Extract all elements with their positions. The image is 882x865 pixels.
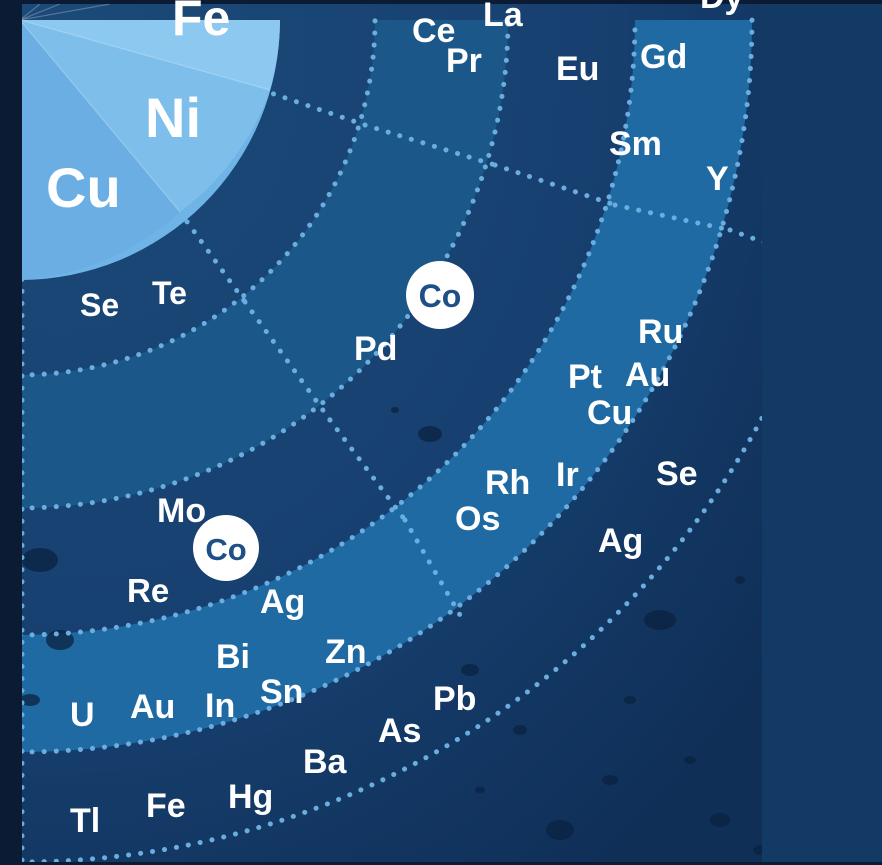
label-zn: Zn [325,633,367,671]
right-strip [762,4,882,862]
label-pt: Pt [568,358,602,396]
label-y: Y [706,160,729,198]
label-ce: Ce [412,12,455,50]
label-se-2: Se [656,455,698,493]
label-au-1: Au [130,688,175,726]
core-label-ni: Ni [145,86,201,149]
label-ag-2: Ag [598,522,643,560]
label-hg: Hg [228,778,273,816]
core-labels: Fe Ni Cu [46,0,230,219]
label-eu: Eu [556,50,599,88]
label-sm: Sm [609,125,662,163]
co-badge-2: Co [193,515,259,581]
label-os: Os [455,500,500,538]
core-label-cu: Cu [46,156,121,219]
label-in: In [205,687,235,725]
label-dy: Dy [700,0,744,16]
core-label-fe: Fe [172,0,230,46]
ring-band-2 [22,20,508,508]
label-bi: Bi [216,638,250,676]
co-badge-1: Co [406,261,474,329]
ring-band-4 [22,20,752,752]
label-tl: Tl [70,802,100,840]
sector-dividers [22,87,762,862]
label-ba: Ba [303,743,348,781]
label-sn: Sn [260,673,303,711]
speckle-texture [22,407,762,855]
label-te: Te [152,275,187,311]
ring-boundaries [22,17,762,862]
label-rh: Rh [485,464,530,502]
ring-1-labels: Se Te Ce La Pr [80,0,524,323]
label-pb: Pb [433,680,476,718]
label-u: U [70,696,95,734]
label-cu-2: Cu [587,394,632,432]
ring-4-labels: Ru Pt Au Cu Se Ag Pb As Ba Hg Fe Tl [70,313,698,840]
label-la: La [483,0,524,34]
ring-2-labels: Pd Mo Re Ag [127,330,397,621]
label-ir: Ir [556,456,579,494]
label-as: As [378,712,421,750]
label-pr: Pr [446,42,482,80]
co-badge-1-label: Co [419,278,462,314]
label-au-2: Au [625,356,670,394]
label-fe-2: Fe [146,787,186,825]
label-re: Re [127,572,169,609]
co-badge-2-label: Co [205,532,246,567]
label-mo: Mo [157,492,206,530]
label-ru: Ru [638,313,683,351]
core-disc [22,4,280,280]
ring-3-labels: Eu Gd Sm Y Dy Rh Ir Os Bi Zn Au In Sn U [70,0,744,734]
label-se-1: Se [80,287,119,323]
label-pd: Pd [354,330,397,368]
label-gd: Gd [640,38,687,76]
label-ag-1: Ag [260,583,305,621]
